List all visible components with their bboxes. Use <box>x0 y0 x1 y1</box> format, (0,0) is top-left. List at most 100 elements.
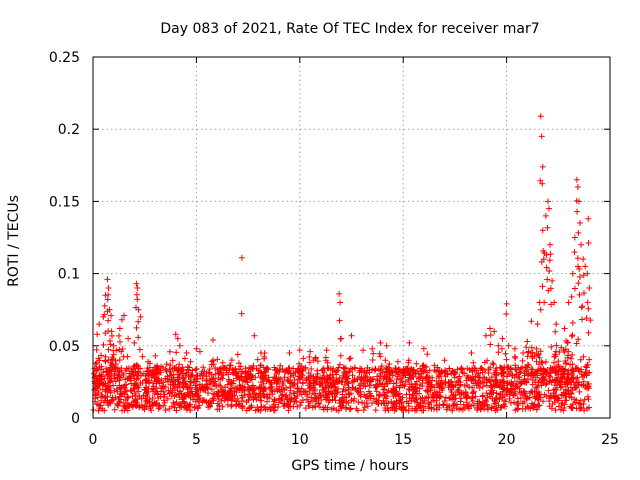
data-point <box>175 401 182 408</box>
data-point <box>359 399 366 406</box>
data-point <box>533 345 540 352</box>
data-point <box>137 313 144 320</box>
data-point <box>336 290 343 297</box>
data-point <box>333 377 340 384</box>
data-point <box>448 384 455 391</box>
data-point <box>562 390 569 397</box>
data-point <box>447 395 454 402</box>
data-point <box>458 390 465 397</box>
data-point <box>468 350 475 357</box>
data-point <box>297 402 304 409</box>
data-point <box>564 339 571 346</box>
data-point <box>154 365 161 372</box>
data-point <box>315 394 322 401</box>
data-point <box>400 370 407 377</box>
data-point <box>261 350 268 357</box>
data-point <box>176 391 183 398</box>
data-point <box>243 399 250 406</box>
data-point <box>527 405 534 412</box>
data-point <box>244 376 251 383</box>
data-point <box>167 361 174 368</box>
data-point <box>579 316 586 323</box>
data-point <box>366 377 373 384</box>
data-point <box>433 378 440 385</box>
data-point <box>174 383 181 390</box>
data-point <box>456 373 463 380</box>
data-point <box>392 364 399 371</box>
data-point <box>106 306 113 313</box>
data-point <box>488 384 495 391</box>
data-point <box>545 205 552 212</box>
data-point <box>285 378 292 385</box>
data-point <box>95 407 102 414</box>
data-point <box>194 396 201 403</box>
data-point <box>451 402 458 409</box>
data-point <box>346 391 353 398</box>
data-point <box>542 358 549 365</box>
data-point <box>425 377 432 384</box>
data-point <box>193 345 200 352</box>
data-point <box>568 370 575 377</box>
data-point <box>404 365 411 372</box>
data-point <box>255 370 262 377</box>
data-point <box>278 396 285 403</box>
data-point <box>224 381 231 388</box>
data-point <box>248 404 255 411</box>
data-point <box>214 400 221 407</box>
data-point <box>322 384 329 391</box>
data-point <box>185 403 192 410</box>
data-point <box>244 370 251 377</box>
data-point <box>323 384 330 391</box>
data-point <box>139 405 146 412</box>
data-point <box>470 388 477 395</box>
data-point <box>226 387 233 394</box>
data-point <box>477 365 484 372</box>
data-point <box>114 401 121 408</box>
data-point <box>586 356 593 363</box>
data-point <box>136 346 143 353</box>
data-point <box>338 335 345 342</box>
data-point <box>294 386 301 393</box>
data-point <box>100 341 107 348</box>
data-point <box>192 366 199 373</box>
data-point <box>256 367 263 374</box>
data-point <box>243 407 250 414</box>
data-point <box>491 403 498 410</box>
data-point <box>96 381 103 388</box>
data-point <box>219 359 226 366</box>
data-point <box>566 379 573 386</box>
data-point <box>120 383 127 390</box>
data-point <box>348 332 355 339</box>
data-point <box>523 344 530 351</box>
data-point <box>545 387 552 394</box>
data-point <box>501 403 508 410</box>
data-point <box>225 376 232 383</box>
data-point <box>393 398 400 405</box>
data-point <box>141 386 148 393</box>
data-point <box>562 358 569 365</box>
data-point <box>127 387 134 394</box>
data-point <box>140 392 147 399</box>
data-point <box>193 378 200 385</box>
data-point <box>563 397 570 404</box>
data-point <box>333 406 340 413</box>
data-point <box>98 363 105 370</box>
data-point <box>551 299 558 306</box>
data-point <box>569 270 576 277</box>
data-point <box>238 398 245 405</box>
data-point <box>537 306 544 313</box>
data-point <box>300 365 307 372</box>
data-point <box>270 407 277 414</box>
data-point <box>215 392 222 399</box>
data-point <box>524 403 531 410</box>
data-point <box>536 402 543 409</box>
data-point <box>260 392 267 399</box>
data-point <box>345 369 352 376</box>
data-point <box>257 362 264 369</box>
data-point <box>552 353 559 360</box>
data-point <box>482 367 489 374</box>
data-point <box>479 378 486 385</box>
data-point <box>382 392 389 399</box>
data-point <box>200 372 207 378</box>
